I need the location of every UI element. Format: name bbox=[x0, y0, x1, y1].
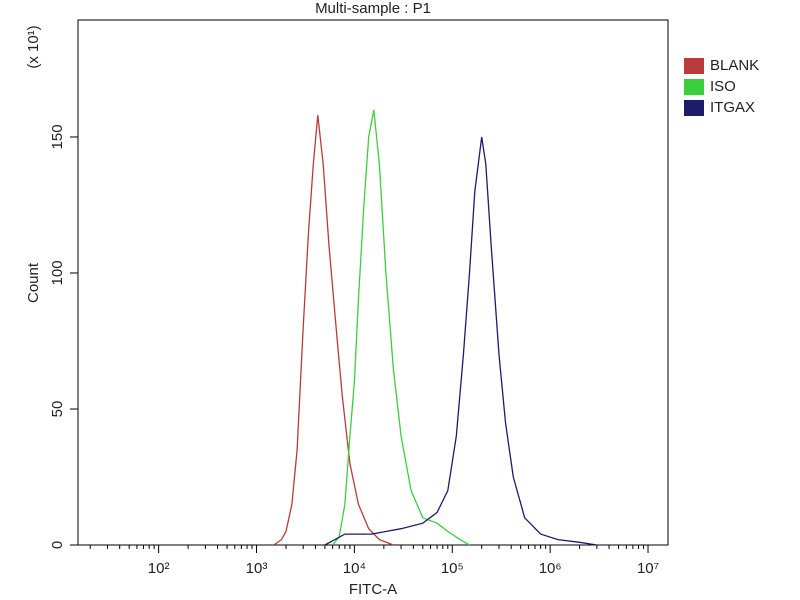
x-tick-label: 10⁶ bbox=[539, 560, 562, 577]
y-tick-label: 150 bbox=[49, 124, 66, 149]
x-tick-label: 10⁵ bbox=[441, 560, 464, 577]
x-tick-label: 10⁴ bbox=[343, 560, 366, 577]
x-tick-label: 10⁷ bbox=[637, 560, 659, 577]
histogram-line bbox=[273, 115, 394, 546]
legend-swatch bbox=[684, 100, 704, 116]
histogram-line bbox=[324, 136, 597, 546]
plot-frame bbox=[77, 19, 669, 546]
legend-swatch bbox=[684, 58, 704, 74]
x-tick-label: 10² bbox=[148, 560, 170, 577]
legend-label: ITGAX bbox=[710, 99, 755, 116]
y-tick-label: 0 bbox=[49, 541, 66, 549]
y-tick-label: 50 bbox=[49, 401, 66, 418]
x-axis-label: FITC-A bbox=[349, 581, 397, 598]
x-tick-label: 10³ bbox=[246, 560, 268, 577]
histogram-line bbox=[332, 109, 470, 546]
chart-title: Multi-sample : P1 bbox=[315, 0, 431, 17]
y-multiplier: (x 10¹) bbox=[25, 25, 42, 68]
y-axis-label: Count bbox=[25, 262, 42, 303]
legend-label: BLANK bbox=[710, 57, 759, 74]
legend-swatch bbox=[684, 79, 704, 95]
legend-label: ISO bbox=[710, 78, 736, 95]
y-tick-label: 100 bbox=[49, 260, 66, 285]
